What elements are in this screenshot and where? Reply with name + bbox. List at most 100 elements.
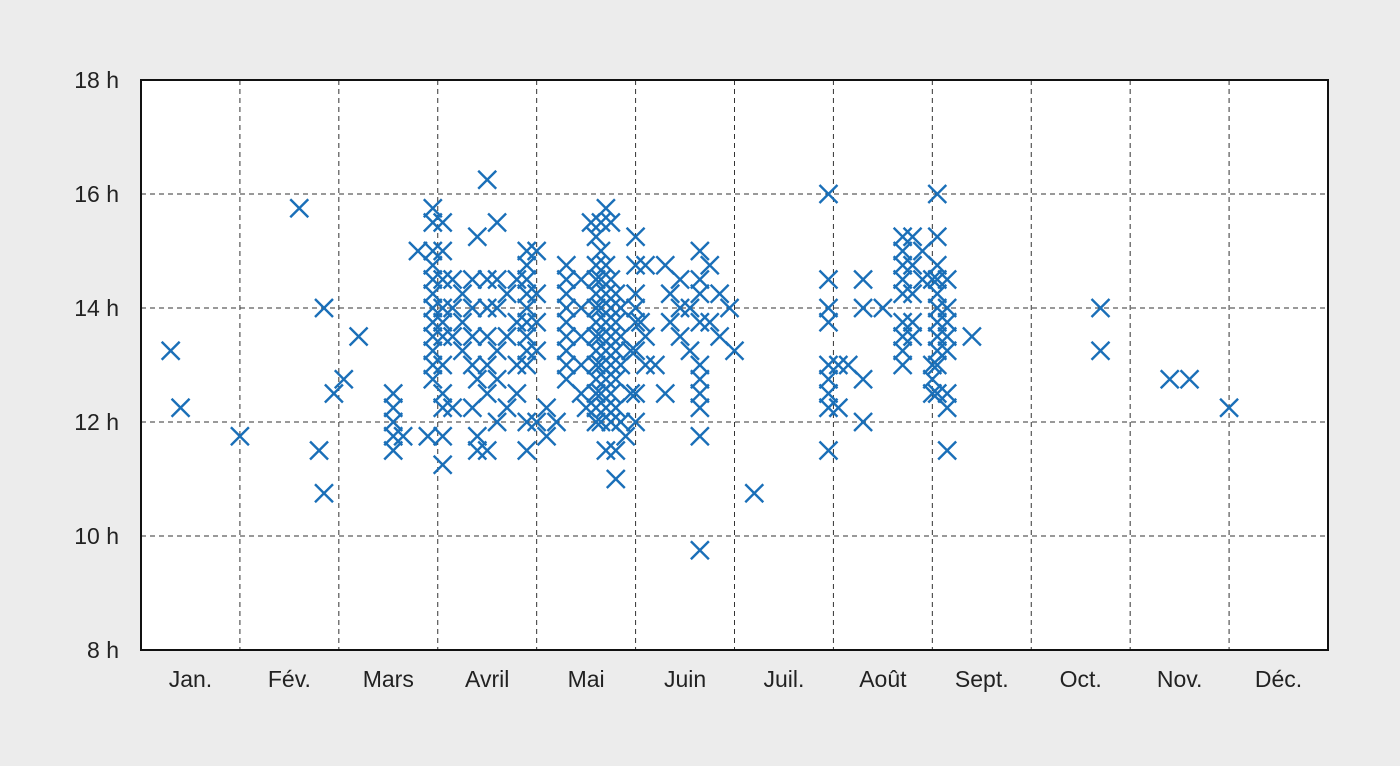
y-tick-label: 10 h — [74, 523, 119, 549]
data-point — [314, 298, 334, 318]
data-point — [467, 440, 488, 461]
data-point — [586, 355, 606, 375]
data-point — [556, 298, 577, 318]
x-tick-label: Mai — [568, 666, 605, 692]
y-tick-label: 8 h — [87, 637, 119, 663]
data-point — [605, 312, 626, 333]
data-point — [507, 312, 527, 333]
data-point — [892, 326, 913, 347]
data-point — [526, 283, 547, 304]
data-point — [526, 340, 547, 361]
data-point — [170, 397, 191, 418]
data-point — [487, 412, 507, 432]
data-point — [591, 241, 611, 261]
data-point — [1219, 397, 1239, 418]
data-point — [892, 340, 913, 361]
data-point — [442, 269, 463, 290]
data-point — [516, 298, 537, 318]
data-point — [432, 426, 453, 447]
data-point — [507, 269, 527, 290]
data-point — [516, 326, 537, 347]
data-point — [690, 355, 710, 375]
x-tick-label: Oct. — [1060, 666, 1102, 692]
x-tick-label: Fév. — [268, 666, 311, 692]
data-point — [462, 298, 483, 318]
data-point — [922, 269, 943, 290]
data-point — [690, 369, 710, 390]
data-point — [937, 298, 958, 318]
data-point — [690, 540, 710, 561]
y-tick-label: 12 h — [74, 409, 119, 435]
data-point — [586, 412, 606, 432]
data-point — [699, 255, 720, 276]
data-point — [660, 283, 681, 304]
data-point — [927, 255, 948, 276]
x-tick-label: Juil. — [764, 666, 805, 692]
data-point — [526, 412, 547, 432]
data-point — [927, 355, 948, 375]
data-point — [670, 269, 690, 290]
data-point — [516, 355, 537, 375]
data-point — [432, 269, 453, 290]
data-point — [442, 326, 463, 347]
data-point — [937, 440, 958, 461]
data-point — [660, 312, 681, 333]
data-point — [902, 255, 923, 276]
data-point — [422, 326, 443, 347]
x-axis-ticks: Jan. Fév. Mars Avril Mai Juin Juil. Août Sept. Oc… — [169, 666, 1302, 692]
data-point — [556, 355, 577, 375]
data-point — [620, 383, 641, 404]
data-point — [516, 340, 537, 361]
data-point — [615, 426, 636, 447]
data-point — [507, 355, 527, 375]
x-tick-label: Sept. — [955, 666, 1009, 692]
data-point — [596, 255, 616, 276]
data-point — [818, 269, 839, 290]
data-point — [690, 269, 710, 290]
data-point — [818, 383, 839, 404]
data-point — [516, 440, 537, 461]
data-point — [536, 397, 557, 418]
data-point — [625, 340, 646, 361]
data-point — [892, 226, 913, 247]
data-point — [853, 298, 873, 318]
data-point — [719, 298, 740, 318]
data-point — [393, 426, 413, 447]
data-point — [601, 212, 621, 233]
data-point — [432, 397, 453, 418]
data-point — [230, 426, 250, 447]
data-point — [937, 312, 958, 333]
data-point — [467, 369, 488, 390]
data-point — [467, 426, 488, 447]
data-point — [853, 269, 873, 290]
data-point — [477, 383, 498, 404]
data-point — [586, 326, 606, 347]
data-point — [818, 369, 839, 390]
data-point — [902, 312, 923, 333]
data-point — [601, 298, 621, 318]
data-point — [902, 226, 923, 247]
data-point — [477, 355, 498, 375]
data-point — [601, 383, 621, 404]
data-point — [892, 241, 913, 261]
x-tick-label: Nov. — [1157, 666, 1203, 692]
data-point — [601, 355, 621, 375]
grid-lines — [141, 80, 1328, 650]
data-point — [605, 469, 626, 489]
data-point — [442, 397, 463, 418]
x-tick-label: Mars — [363, 666, 414, 692]
data-point — [477, 440, 498, 461]
x-tick-label: Jan. — [169, 666, 212, 692]
data-point — [383, 426, 404, 447]
data-point — [630, 312, 651, 333]
data-point — [586, 298, 606, 318]
data-point — [462, 326, 483, 347]
data-point — [1159, 369, 1180, 390]
data-point — [324, 383, 344, 404]
data-point — [516, 255, 537, 276]
data-point — [526, 312, 547, 333]
x-tick-label: Juin — [664, 666, 706, 692]
data-point — [432, 312, 453, 333]
